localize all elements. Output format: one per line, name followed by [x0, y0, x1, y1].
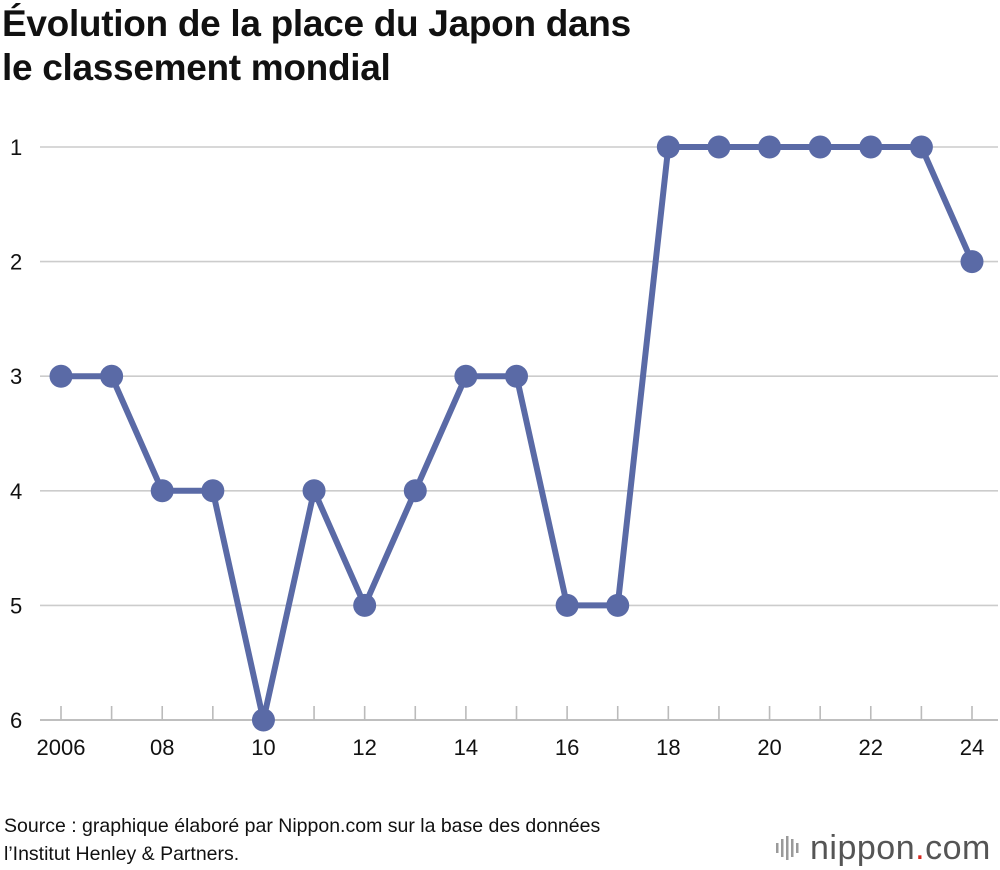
source-line-1: Source : graphique élaboré par Nippon.co… — [4, 815, 601, 837]
x-tick-label: 08 — [150, 735, 174, 760]
data-point — [100, 364, 124, 388]
source-note: Source : graphique élaboré par Nippon.co… — [4, 812, 794, 868]
y-tick-label: 6 — [10, 708, 22, 733]
nippon-logo: nippon.com — [774, 826, 991, 870]
x-tick-label: 12 — [352, 735, 376, 760]
y-tick-label: 5 — [10, 593, 22, 618]
x-tick-label: 24 — [960, 735, 984, 760]
x-tick-label: 2006 — [37, 735, 86, 760]
y-tick-label: 3 — [10, 364, 22, 389]
y-tick-label: 1 — [10, 135, 22, 160]
brand-tld: com — [925, 829, 991, 867]
data-point — [353, 593, 377, 617]
data-point — [606, 593, 630, 617]
data-point — [150, 479, 174, 503]
data-point — [201, 479, 225, 503]
data-point — [808, 135, 832, 159]
series-line — [58, 144, 975, 723]
data-point — [505, 364, 528, 388]
brand-name: nippon — [810, 829, 916, 867]
data-point — [49, 364, 73, 388]
series-line-group — [58, 144, 975, 723]
x-tick-label: 20 — [757, 735, 781, 760]
data-point — [251, 708, 275, 732]
source-line-2: l’Institut Henley & Partners. — [4, 843, 240, 865]
data-point — [758, 135, 782, 159]
data-point — [656, 135, 680, 159]
x-tick-label: 14 — [454, 735, 478, 760]
y-tick-label: 4 — [10, 479, 22, 504]
chart-title-line-2: le classement mondial — [2, 47, 391, 88]
x-tick-label: 22 — [859, 735, 883, 760]
nippon-mark-icon — [776, 836, 799, 860]
data-point — [403, 479, 427, 503]
chart-title: Évolution de la place du Japon dans le c… — [2, 2, 982, 90]
data-point — [859, 135, 883, 159]
nippon-wordmark: nippon.com — [810, 831, 991, 865]
grid-lines — [40, 146, 998, 721]
data-point — [707, 135, 731, 159]
data-point — [454, 364, 478, 388]
x-tick-label: 18 — [656, 735, 680, 760]
data-point — [960, 250, 984, 274]
brand-dot: . — [915, 829, 926, 867]
data-point — [909, 135, 933, 159]
data-point — [555, 593, 579, 617]
y-axis-tick-labels: 1 2 3 4 5 6 — [10, 135, 22, 733]
data-point — [302, 479, 326, 503]
series-points — [49, 135, 984, 732]
x-tick-label: 10 — [251, 735, 275, 760]
y-tick-label: 2 — [10, 250, 22, 275]
x-axis: 2006 08 10 12 14 16 18 20 22 24 — [37, 706, 984, 760]
chart-title-line-1: Évolution de la place du Japon dans — [2, 3, 631, 44]
x-tick-label: 16 — [555, 735, 579, 760]
